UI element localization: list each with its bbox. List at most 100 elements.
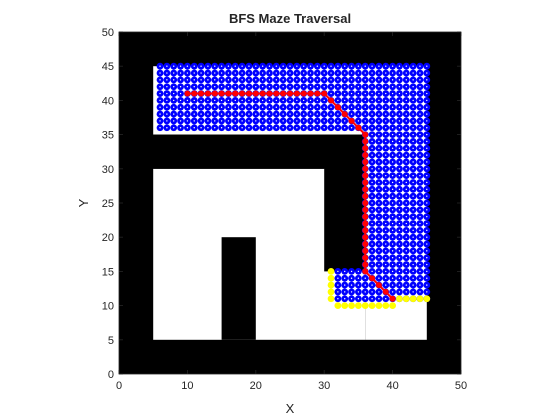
visited-point-center	[419, 195, 421, 197]
visited-point-center	[405, 222, 407, 225]
visited-point-center	[412, 291, 414, 293]
visited-point-center	[412, 195, 414, 197]
visited-point-center	[371, 236, 373, 238]
visited-point-center	[289, 106, 291, 108]
visited-point-center	[186, 65, 189, 67]
frontier-point	[327, 268, 335, 275]
visited-point-center	[179, 113, 182, 115]
path-point	[355, 124, 362, 131]
visited-point-center	[378, 120, 380, 122]
visited-point-center	[371, 209, 373, 211]
visited-point-center	[371, 222, 373, 225]
visited-point-center	[412, 65, 414, 67]
path-point	[314, 90, 321, 97]
visited-point-center	[419, 92, 421, 95]
y-tick-label: 45	[102, 61, 114, 73]
visited-point-center	[426, 86, 428, 88]
visited-point-center	[391, 72, 394, 74]
visited-point-center	[241, 113, 243, 115]
visited-point-center	[419, 202, 421, 204]
visited-point-center	[378, 133, 380, 136]
visited-point-center	[398, 215, 401, 218]
maze-wall-1	[324, 134, 366, 272]
visited-point-center	[200, 113, 202, 115]
visited-point-center	[391, 147, 394, 149]
visited-point-center	[309, 65, 312, 67]
visited-point-center	[426, 99, 428, 102]
path-point	[362, 241, 369, 248]
visited-point-center	[385, 147, 387, 149]
visited-point-center	[337, 127, 339, 129]
visited-point-center	[166, 79, 168, 81]
visited-point-center	[385, 72, 387, 74]
visited-point-center	[207, 79, 209, 81]
visited-point-center	[234, 113, 236, 115]
visited-point-center	[419, 236, 421, 238]
visited-point-center	[378, 257, 380, 259]
visited-point-center	[364, 86, 366, 88]
visited-point-center	[234, 79, 236, 81]
visited-point-center	[385, 236, 387, 238]
frontier-point	[382, 302, 390, 309]
visited-point-center	[405, 270, 407, 273]
visited-point-center	[398, 284, 401, 286]
visited-point-center	[412, 161, 414, 163]
visited-point-center	[419, 168, 421, 170]
visited-point-center	[268, 79, 271, 81]
visited-point-center	[391, 127, 394, 129]
visited-point-center	[371, 298, 373, 300]
visited-point-center	[385, 174, 387, 177]
visited-point-center	[357, 270, 360, 273]
visited-point-center	[364, 99, 366, 102]
visited-point-center	[344, 86, 346, 88]
visited-point-center	[385, 229, 387, 232]
visited-point-center	[426, 195, 428, 197]
visited-point-center	[398, 147, 401, 149]
visited-point-center	[248, 72, 250, 74]
visited-point-center	[357, 120, 360, 122]
visited-point-center	[173, 120, 175, 122]
visited-point-center	[405, 79, 407, 81]
visited-point-center	[179, 120, 182, 122]
visited-point-center	[398, 92, 401, 95]
visited-point-center	[173, 106, 175, 108]
visited-point-center	[364, 277, 366, 279]
visited-point-center	[385, 222, 387, 225]
visited-point-center	[220, 86, 223, 88]
visited-point-center	[385, 202, 387, 204]
visited-point-center	[412, 229, 414, 232]
visited-point-center	[419, 154, 421, 156]
visited-point-center	[371, 291, 373, 293]
visited-point-center	[412, 188, 414, 191]
visited-point-center	[385, 79, 387, 81]
visited-point-center	[220, 106, 223, 108]
visited-point-center	[398, 113, 401, 115]
path-point	[362, 131, 369, 138]
visited-point-center	[371, 99, 373, 102]
visited-point-center	[405, 147, 407, 149]
x-tick-label: 10	[181, 380, 193, 392]
y-tick-label: 10	[102, 301, 114, 313]
visited-point-center	[405, 133, 407, 136]
visited-point-center	[391, 140, 394, 143]
visited-point-center	[391, 113, 394, 115]
visited-point-center	[220, 99, 223, 102]
visited-point-center	[385, 140, 387, 143]
visited-point-center	[234, 65, 236, 67]
path-point	[184, 90, 191, 97]
visited-point-center	[323, 127, 325, 129]
visited-point-center	[309, 127, 312, 129]
visited-point-center	[255, 113, 257, 115]
visited-point-center	[179, 99, 182, 102]
visited-point-center	[330, 65, 332, 67]
visited-point-center	[412, 120, 414, 122]
visited-point-center	[412, 140, 414, 143]
visited-point-center	[255, 127, 257, 129]
visited-point-center	[302, 113, 305, 115]
visited-point-center	[419, 291, 421, 293]
visited-point-center	[378, 127, 380, 129]
visited-point-center	[220, 79, 223, 81]
visited-point-center	[316, 106, 319, 108]
visited-point-center	[398, 250, 401, 252]
